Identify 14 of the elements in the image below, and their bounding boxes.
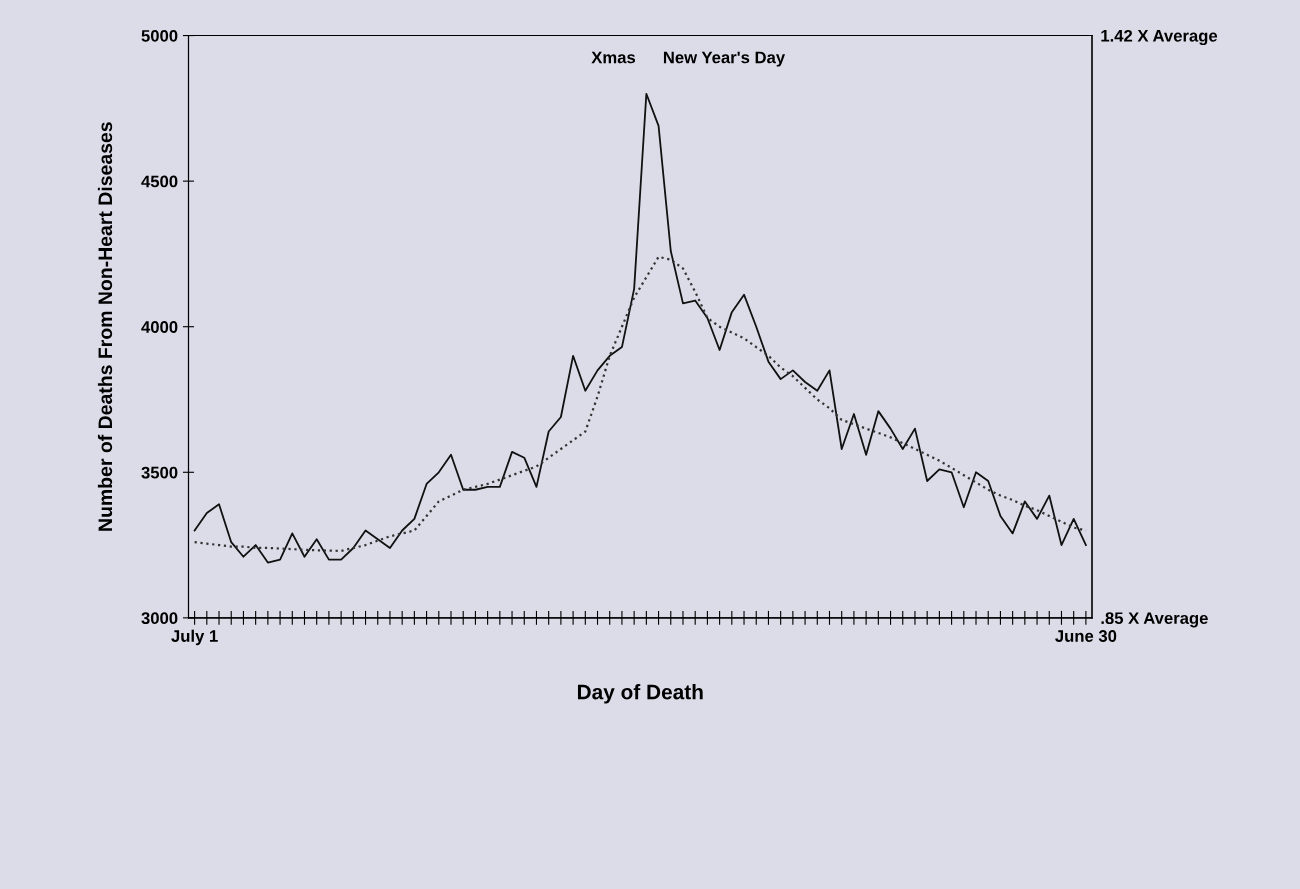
x-tick-label: July 1: [171, 629, 218, 646]
x-tick-label: June 30: [1055, 630, 1117, 642]
y2-tick-label: .85 X Average: [1101, 612, 1208, 628]
annotation: New Year's Day: [663, 51, 786, 67]
y-tick-label: 4000: [141, 321, 178, 333]
y-tick-label: 4500: [141, 175, 178, 188]
y-tick-label: 3000: [141, 612, 178, 625]
x-axis-title: Day of Death: [577, 684, 703, 704]
y-tick-label: 5000: [141, 29, 178, 42]
line-series: [193, 92, 1087, 564]
annotation: Xmas: [591, 51, 636, 64]
y-tick-label: 3500: [141, 466, 178, 479]
y-axis-title: Number of Deaths From Non-Heart Diseases: [97, 122, 113, 531]
y2-tick-label: 1.42 X Average: [1101, 29, 1218, 46]
